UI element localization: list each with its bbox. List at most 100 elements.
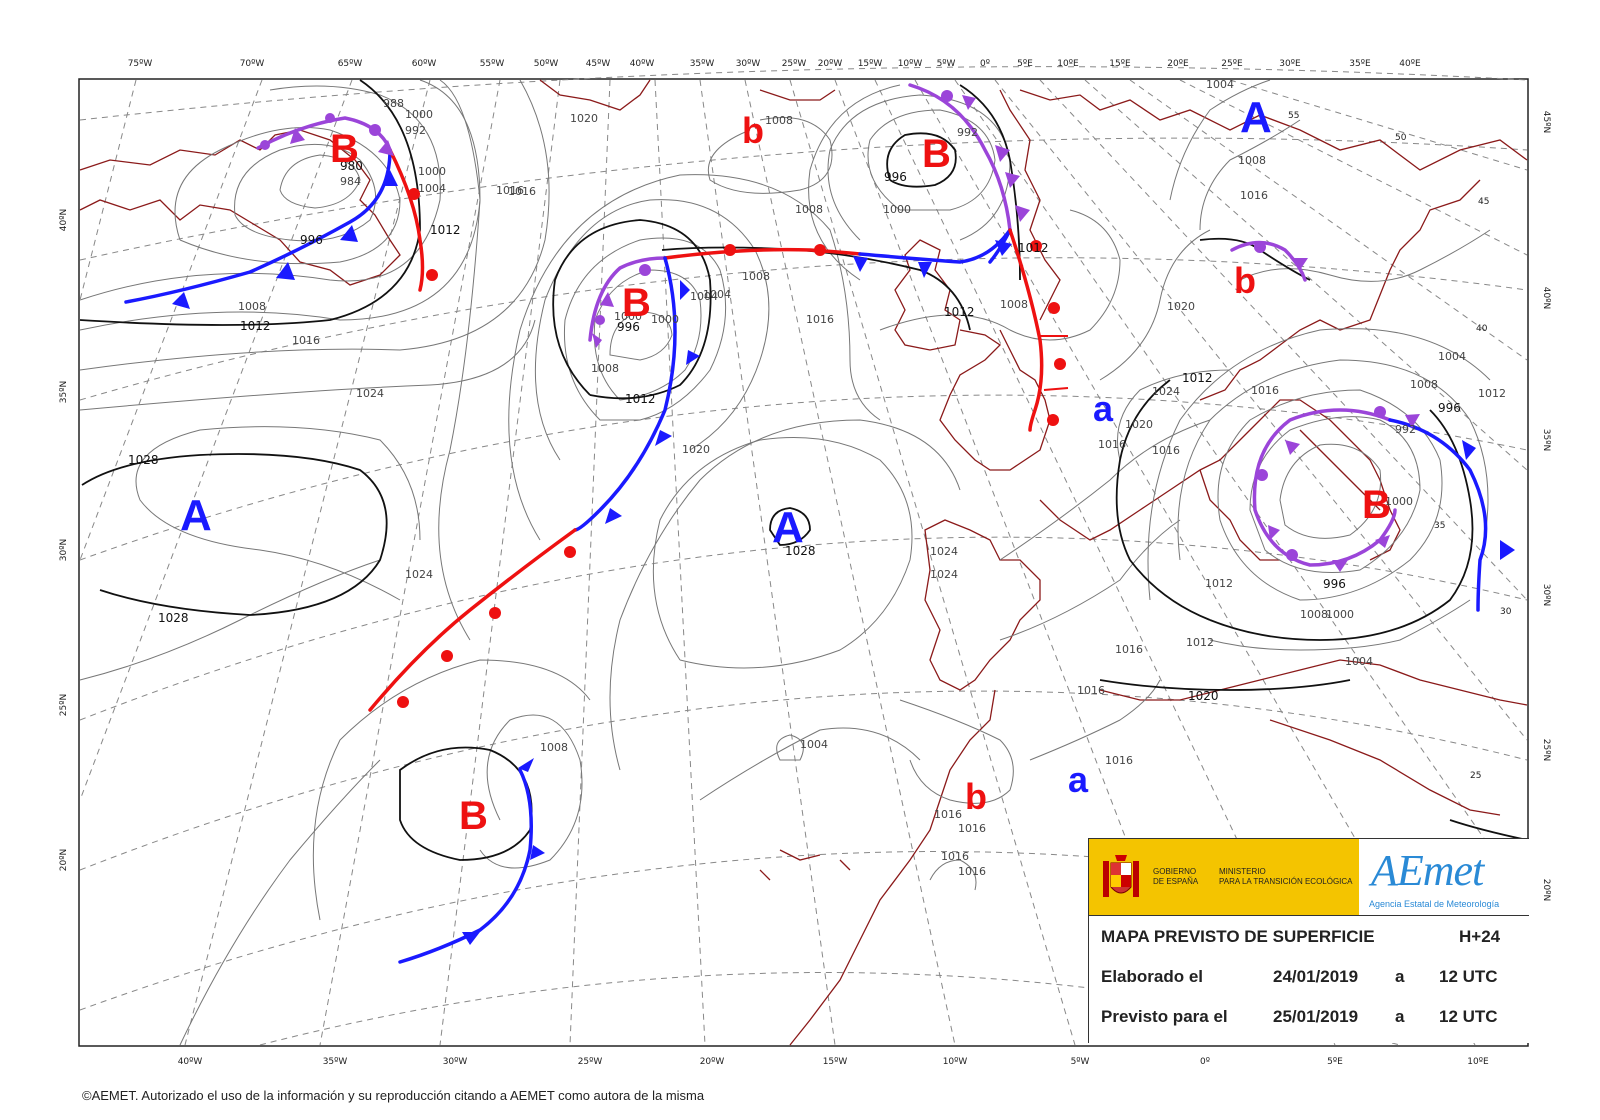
aemet-logo: AEmet Agencia Estatal de Meteorología <box>1361 839 1529 915</box>
isobar-label: 1028 <box>128 453 159 467</box>
isobar-label: 1020 <box>570 112 598 125</box>
isobar-label: 1012 <box>1186 636 1214 649</box>
top-lon-tick: 30ºW <box>736 59 761 69</box>
isobar-label: 1004 <box>1345 655 1373 668</box>
isobar-label: 1016 <box>496 184 524 197</box>
isobar-label: 1016 <box>958 822 986 835</box>
top-lon-tick: 10ºE <box>1057 59 1079 69</box>
made-label: Elaborado el <box>1101 967 1204 986</box>
top-lon-tick: 65ºW <box>338 59 363 69</box>
info-box: GOBIERNO DE ESPAÑA MINISTERIO PARA LA TRAN… <box>1088 838 1529 1043</box>
high-pressure-label: a <box>1068 759 1089 800</box>
bottom-lon-tick: 25ºW <box>578 1057 603 1067</box>
interior-latitude-labels: 55 50 45 40 35 30 25 <box>1288 111 1512 781</box>
occluded-front-symbol <box>1268 525 1280 540</box>
isobar-label: 1012 <box>625 392 656 406</box>
isobar-label: 1012 <box>944 305 975 319</box>
isobar-label: 1020 <box>1125 418 1153 431</box>
left-lat-tick: 35ºN <box>59 381 69 403</box>
isobar-label: 996 <box>1323 577 1346 591</box>
top-lon-tick: 75ºW <box>128 59 153 69</box>
cold-front-symbol <box>1462 440 1476 460</box>
isobar-label: 1020 <box>1188 689 1219 703</box>
isobar-label: 1016 <box>292 334 320 347</box>
right-lat-tick: 45ºN <box>1541 111 1551 133</box>
isobar-label: 1016 <box>1115 643 1143 656</box>
bottom-lon-tick: 0º <box>1200 1057 1210 1067</box>
bottom-lon-tick: 15ºW <box>823 1057 848 1067</box>
isobar-label: 992 <box>957 126 978 139</box>
cold-front-symbol <box>853 256 868 272</box>
isobars-bold <box>79 79 1528 861</box>
isobar-label: 1004 <box>1206 78 1234 91</box>
top-lon-tick: 20ºE <box>1167 59 1189 69</box>
isobar-label: 1016 <box>934 808 962 821</box>
occluded-front-symbol <box>378 140 394 156</box>
bottom-lon-tick: 10ºE <box>1467 1057 1489 1067</box>
left-lat-tick: 30ºN <box>59 539 69 561</box>
isobar-label: 1008 <box>765 114 793 127</box>
valid-label: Previsto para el <box>1101 1007 1228 1026</box>
isobar-label: 1000 <box>651 313 679 326</box>
isobar-label: 1008 <box>1000 298 1028 311</box>
isobar-label: 984 <box>340 175 361 188</box>
copyright-notice: ©AEMET. Autorizado el uso de la informac… <box>82 1088 705 1103</box>
right-lat-tick: 20ºN <box>1541 879 1551 901</box>
isobar-label: 1000 <box>614 310 642 323</box>
made-a: a <box>1395 967 1405 986</box>
low-pressure-label: b <box>1234 260 1256 301</box>
cold-front-symbol <box>276 262 295 280</box>
occluded-front-symbol <box>290 128 305 144</box>
warm-front-symbol <box>1047 414 1059 426</box>
isobar-label: 1024 <box>1152 385 1180 398</box>
bottom-lon-tick: 10ºW <box>943 1057 968 1067</box>
low-pressure-label: B <box>922 132 951 176</box>
isobar-label: 992 <box>1395 423 1416 436</box>
isobar-label: 1008 <box>1238 154 1266 167</box>
top-lon-tick: 15ºW <box>858 59 883 69</box>
top-lon-tick: 10ºW <box>898 59 923 69</box>
bottom-lon-tick: 30ºW <box>443 1057 468 1067</box>
occluded-front-symbol <box>639 264 651 276</box>
isobar-label: 1008 <box>1300 608 1328 621</box>
occluded-front-symbol <box>260 140 270 150</box>
left-lat-tick: 25ºN <box>59 694 69 716</box>
cold-front-symbol <box>462 932 480 945</box>
isobar-label: 996 <box>617 320 640 334</box>
high-pressure-label: A <box>180 491 212 540</box>
occluded-front-symbol <box>1375 535 1390 548</box>
top-lon-tick: 40ºE <box>1399 59 1421 69</box>
ministry-text: MINISTERIO PARA LA TRANSICIÓN ECOLÓGICA <box>1219 867 1353 886</box>
low-pressure-label: B <box>1362 483 1391 527</box>
warm-front-symbol <box>1030 240 1042 252</box>
occluded-front-symbol <box>600 292 614 307</box>
occluded-front <box>588 256 667 342</box>
top-lon-tick: 40ºW <box>630 59 655 69</box>
cold-front-symbol <box>680 280 690 300</box>
interior-lat-label: 25 <box>1470 771 1481 781</box>
isobar-label: 1012 <box>1182 371 1213 385</box>
occluded-front-symbol <box>1286 549 1298 561</box>
aemet-wordmark: AEmet <box>1371 846 1484 895</box>
isobar-label: 996 <box>1438 401 1461 415</box>
valid-a: a <box>1395 1007 1405 1026</box>
cold-front-symbol <box>1500 540 1515 560</box>
isobar-label: 980 <box>340 159 363 173</box>
bottom-lon-tick: 5ºE <box>1327 1057 1343 1067</box>
cold-front-symbol <box>530 845 545 860</box>
warm-front-symbol <box>441 650 453 662</box>
interior-lat-label: 55 <box>1288 111 1299 121</box>
occluded-front-symbol <box>1254 241 1266 253</box>
isobar-label: 1016 <box>1152 444 1180 457</box>
isobar-label: 1000 <box>1326 608 1354 621</box>
occluded-front-symbol <box>325 113 335 123</box>
low-pressure-label: B <box>459 794 488 838</box>
government-logo: GOBIERNO DE ESPAÑA MINISTERIO PARA LA TRAN… <box>1089 839 1359 915</box>
warm-front <box>1008 228 1044 432</box>
occluded-front-symbol <box>962 95 976 110</box>
right-lat-tick: 30ºN <box>1541 584 1551 606</box>
front-symbols <box>172 90 1515 945</box>
isobar-label: 1016 <box>1105 754 1133 767</box>
